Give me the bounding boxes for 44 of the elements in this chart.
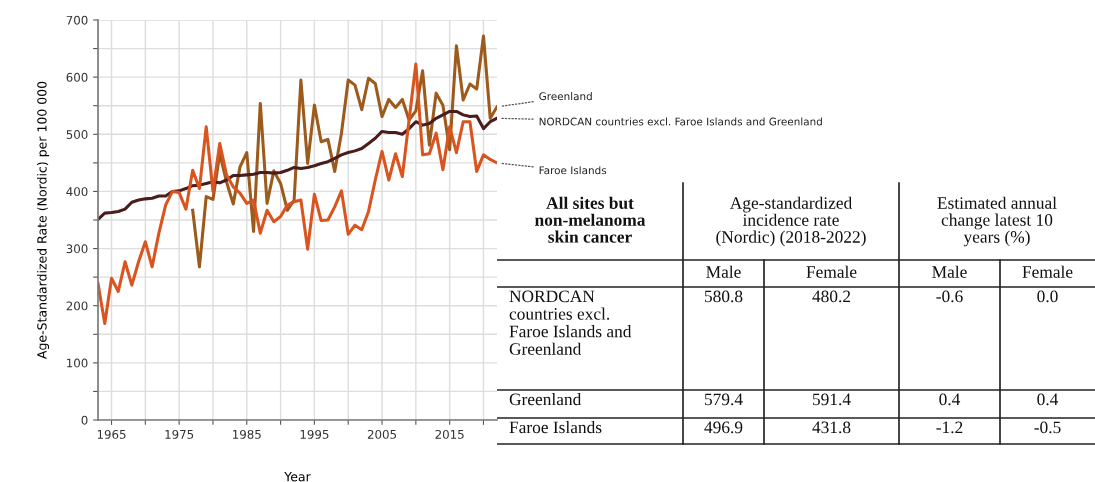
text: 431.8 [812, 421, 851, 434]
x-tick-label: 1985 [233, 429, 261, 439]
text: Estimated annual change latest 10 years (%) [937, 196, 1057, 247]
y-tick-label: 400 [66, 187, 88, 197]
line-series [191, 34, 497, 269]
text: Faroe Islands [509, 421, 602, 434]
text: Male [932, 265, 967, 278]
text: Male [706, 265, 741, 278]
text: 0.0 [1037, 290, 1058, 303]
text: NORDCAN countries excl. Faroe Islands and Greenland [539, 117, 822, 126]
y-tick-label: 200 [66, 301, 88, 311]
text: 496.9 [704, 421, 743, 434]
text: -0.5 [1034, 421, 1061, 434]
text: Greenland [539, 92, 592, 101]
text: 591.4 [812, 393, 851, 406]
text: 579.4 [704, 393, 743, 406]
text: -1.2 [936, 421, 963, 434]
text: NORDCAN countries excl. Faroe Islands and Greenland [509, 290, 632, 355]
text: 580.8 [704, 290, 743, 303]
text: 0.4 [939, 393, 961, 406]
text: Female [1022, 265, 1073, 278]
x-tick-label: 2015 [435, 429, 464, 439]
text: Faroe Islands [539, 166, 607, 175]
y-tick-label: 700 [66, 15, 88, 25]
text: 480.2 [812, 290, 851, 303]
y-tick-label: 100 [67, 358, 88, 368]
text: Female [806, 265, 857, 278]
text: -0.6 [936, 290, 963, 303]
text: All sites but non-melanoma skin cancer [535, 196, 646, 243]
x-tick-label: 1965 [97, 429, 126, 439]
x-tick-label: 1995 [300, 429, 329, 439]
text: Greenland [509, 393, 582, 406]
x-tick-label: 1975 [165, 429, 194, 439]
y-tick-label: 600 [66, 72, 88, 82]
text: Age-standardized incidence rate (Nordic) (2018-2022) [716, 196, 866, 247]
line-series [98, 109, 497, 221]
x-axis-title: Year [284, 472, 311, 482]
line-series [98, 62, 497, 325]
y-tick-label: 0 [81, 415, 88, 425]
text: 0.4 [1037, 393, 1059, 406]
y-tick-label: 500 [66, 130, 88, 139]
y-axis-title: Age-Standardized Rate (Nordic) per 100 000 [36, 81, 50, 359]
x-tick-label: 2005 [367, 429, 397, 439]
y-tick-label: 300 [66, 244, 88, 254]
